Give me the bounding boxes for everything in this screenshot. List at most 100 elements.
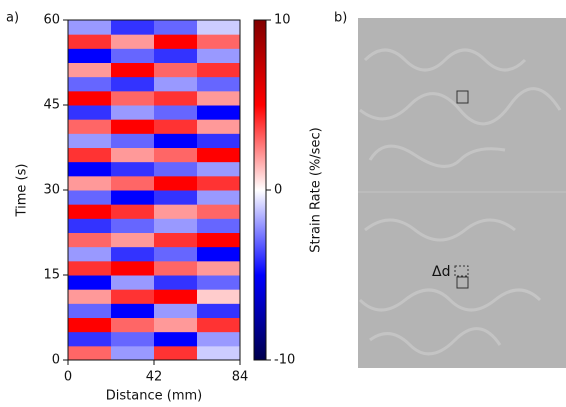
heatmap-cell xyxy=(111,345,155,361)
x-axis-label: Distance (mm) xyxy=(106,389,202,404)
heatmap-cell xyxy=(68,133,112,148)
heatmap-cell xyxy=(154,76,198,92)
x-tick-label: 42 xyxy=(146,370,163,385)
colorbar-tick-label: 10 xyxy=(274,13,291,28)
y-tick-label: 15 xyxy=(43,268,60,283)
heatmap-cell xyxy=(68,161,112,177)
heatmap-cell xyxy=(154,204,198,219)
heatmap-cell xyxy=(197,34,241,49)
roi-box xyxy=(454,265,469,277)
colorbar-tick-label: 0 xyxy=(274,183,282,198)
heatmap-cell xyxy=(197,204,241,219)
heatmap-cell xyxy=(111,105,155,120)
colorbar-tick-label: -10 xyxy=(274,353,295,368)
heatmap-cell xyxy=(68,317,112,333)
heatmap-cell xyxy=(197,275,241,290)
heatmap-cell xyxy=(111,303,155,318)
heatmap-cell xyxy=(197,331,241,347)
heatmap-cell xyxy=(154,119,198,134)
heatmap-cell xyxy=(111,275,155,290)
y-tick-label: 45 xyxy=(43,98,60,113)
colorbar-label: Strain Rate (%/sec) xyxy=(309,127,324,252)
heatmap-cell xyxy=(111,190,155,205)
roi-box xyxy=(456,276,469,289)
panel-label: a) xyxy=(6,11,19,26)
annotation: Δd xyxy=(432,264,450,280)
heatmap-cell xyxy=(68,204,112,219)
heatmap-cell xyxy=(111,260,155,276)
y-tick-label: 60 xyxy=(43,13,60,28)
heatmap-cell xyxy=(68,246,112,262)
heatmap-cell xyxy=(68,48,112,63)
x-tick-label: 0 xyxy=(64,370,72,385)
heatmap-cell xyxy=(68,289,112,304)
heatmap-cell xyxy=(197,147,241,163)
y-tick-label: 30 xyxy=(43,183,60,198)
heatmap-cell xyxy=(111,90,155,106)
heatmap-cell xyxy=(68,175,112,191)
heatmap-cell xyxy=(154,90,198,106)
heatmap-cell xyxy=(111,204,155,219)
heatmap-cell xyxy=(68,119,112,134)
heatmap-cell xyxy=(154,161,198,177)
heatmap-cell xyxy=(68,62,112,78)
heatmap-cell xyxy=(154,317,198,333)
heatmap-cell xyxy=(197,133,241,148)
heatmap-cell xyxy=(111,48,155,63)
y-axis-label: Time (s) xyxy=(15,164,30,218)
heatmap-cell xyxy=(154,48,198,63)
heatmap-cell xyxy=(68,90,112,106)
heatmap-cell xyxy=(154,34,198,49)
heatmap-cell xyxy=(197,260,241,276)
heatmap-cell xyxy=(154,218,198,233)
heatmap-cell xyxy=(197,90,241,106)
heatmap-cell xyxy=(68,190,112,205)
heatmap-cell xyxy=(154,345,198,361)
heatmap-cell xyxy=(154,232,198,248)
heatmap-cell xyxy=(197,62,241,78)
heatmap-cell xyxy=(111,147,155,163)
heatmap-cell xyxy=(197,161,241,177)
heatmap-cell xyxy=(68,345,112,361)
heatmap-cell xyxy=(111,20,155,35)
heatmap-cell xyxy=(154,20,198,35)
heatmap-cell xyxy=(111,76,155,92)
heatmap-cell xyxy=(111,232,155,248)
panel-label: b) xyxy=(334,11,347,26)
heatmap-cell xyxy=(154,105,198,120)
heatmap-cell xyxy=(68,34,112,49)
heatmap-cell xyxy=(154,331,198,347)
heatmap-cell xyxy=(197,246,241,262)
texture xyxy=(358,48,562,356)
heatmap-cell xyxy=(197,76,241,92)
heatmap-cell xyxy=(111,246,155,262)
heatmap-cell xyxy=(68,105,112,120)
heatmap-cell xyxy=(154,175,198,191)
heatmap-cell xyxy=(68,218,112,233)
heatmap-cell xyxy=(111,119,155,134)
heatmap-cell xyxy=(68,76,112,92)
heatmap-cell xyxy=(111,34,155,49)
heatmap-cell xyxy=(68,20,112,35)
image xyxy=(358,18,566,368)
heatmap-cell xyxy=(68,147,112,163)
heatmap-cell xyxy=(154,133,198,148)
heatmap-cell xyxy=(111,218,155,233)
heatmap-cell xyxy=(197,119,241,134)
heatmap-cell xyxy=(197,20,241,35)
heatmap-cell xyxy=(154,190,198,205)
heatmap-cell xyxy=(197,105,241,120)
micrograph: Δd xyxy=(358,18,566,368)
heatmap-cell xyxy=(154,260,198,276)
heatmap-cell xyxy=(154,303,198,318)
heatmap-cell xyxy=(197,232,241,248)
heatmap-cell xyxy=(197,345,241,361)
heatmap-cell xyxy=(197,289,241,304)
heatmap-cell xyxy=(197,317,241,333)
roi-box xyxy=(456,90,469,104)
heatmap-cell xyxy=(197,303,241,318)
heatmap-cell xyxy=(111,331,155,347)
heatmap-cell xyxy=(154,62,198,78)
heatmap-cell xyxy=(111,133,155,148)
